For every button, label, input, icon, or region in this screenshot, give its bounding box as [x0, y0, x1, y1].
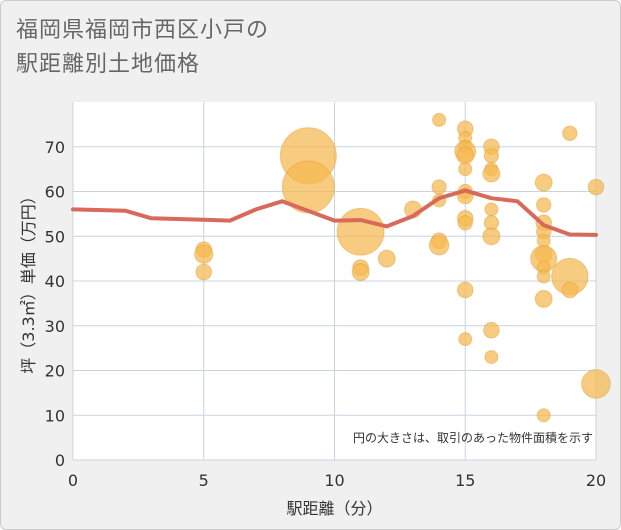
bubble-point [534, 173, 553, 192]
bubble-point [195, 263, 213, 281]
bubble-point [536, 197, 552, 213]
bubble-point [536, 269, 551, 284]
x-tick-label: 0 [68, 471, 78, 490]
y-tick-label: 30 [45, 317, 65, 336]
y-axis-label: 坪（3.3㎡）単価（万円） [19, 188, 38, 373]
bubble-point [456, 281, 474, 299]
bubble-point [536, 408, 551, 423]
x-axis-label: 駅距離（分） [286, 499, 382, 518]
y-tick-label: 20 [45, 362, 65, 381]
bubble-point [534, 289, 553, 308]
x-tick-label: 20 [586, 471, 606, 490]
bubble-point [457, 215, 473, 231]
chart-title: 福岡県福岡市西区小戸の 駅距離別土地価格 [16, 18, 270, 77]
bubble-point [458, 162, 473, 177]
x-tick-label: 15 [455, 471, 475, 490]
bubble-point [482, 227, 501, 246]
y-tick-label: 50 [45, 227, 65, 246]
bubble-point [428, 234, 450, 256]
bubble-point [562, 125, 578, 141]
y-tick-label: 40 [45, 272, 65, 291]
tick-labels: 0 5 10 15 20 0 10 20 30 40 50 60 70 [45, 138, 607, 490]
bubble-point [561, 281, 579, 299]
bubble-point [351, 263, 370, 281]
bubble-point [581, 369, 611, 399]
x-tick-label: 5 [199, 471, 209, 490]
bubble-point [377, 249, 396, 268]
bubble-point [587, 178, 605, 196]
bubble-point [483, 321, 500, 339]
bubble-point [336, 207, 385, 256]
y-tick-label: 70 [45, 138, 65, 157]
average-price-line [71, 188, 598, 237]
bubble-point [431, 179, 447, 195]
y-tick-label: 0 [55, 451, 65, 470]
bubble-point [484, 350, 499, 365]
bubble-point [484, 202, 499, 217]
bubble-point [483, 148, 500, 164]
average-line-layer [71, 188, 598, 237]
bubble-point [456, 146, 475, 165]
bubble-point [432, 112, 447, 127]
bubble-point [482, 164, 501, 183]
size-note: 円の大きさは、取引のあった物件面積を示す [353, 430, 593, 445]
bubble-point [458, 332, 473, 347]
bubble-point [194, 244, 214, 264]
y-tick-label: 60 [45, 183, 65, 202]
y-tick-label: 10 [45, 406, 65, 425]
x-tick-label: 10 [324, 471, 344, 490]
